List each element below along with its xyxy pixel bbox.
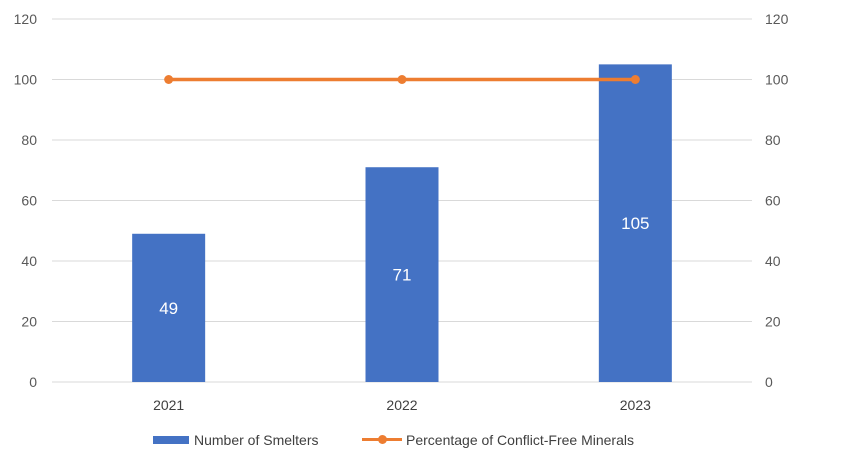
bar (132, 233, 206, 382)
left-axis-tick-label: 120 (14, 11, 38, 27)
bar-series: 49 71 105 (132, 64, 672, 382)
legend-label-smelters: Number of Smelters (194, 432, 319, 448)
category-label: 2022 (386, 397, 417, 413)
left-axis-ticks: 0 20 40 60 80 100 120 (14, 11, 38, 390)
right-axis-tick-label: 80 (765, 132, 781, 148)
right-axis-tick-label: 100 (765, 72, 789, 88)
legend-label-conflict-free: Percentage of Conflict-Free Minerals (406, 432, 634, 448)
left-axis-tick-label: 80 (21, 132, 37, 148)
legend-swatch-line (362, 429, 402, 451)
left-axis-tick-label: 40 (21, 253, 37, 269)
left-axis-tick-label: 60 (21, 193, 37, 209)
right-axis-tick-label: 0 (765, 374, 773, 390)
left-axis-tick-label: 0 (29, 374, 37, 390)
line-point (397, 75, 407, 84)
bar (598, 64, 672, 382)
category-label: 2021 (153, 397, 184, 413)
category-axis-labels: 2021 2022 2023 (153, 397, 651, 413)
legend-item-smelters: Number of Smelters (153, 429, 318, 451)
bar-data-label: 49 (159, 299, 178, 318)
legend-swatch-bar (153, 436, 189, 444)
legend: Number of Smelters Percentage of Conflic… (0, 429, 852, 451)
category-label: 2023 (620, 397, 651, 413)
bar-data-label: 105 (621, 214, 649, 233)
bar-data-label: 71 (393, 266, 412, 285)
left-axis-tick-label: 20 (21, 314, 37, 330)
right-axis-ticks: 0 20 40 60 80 100 120 (765, 11, 789, 390)
bar (365, 167, 439, 382)
right-axis-tick-label: 40 (765, 253, 781, 269)
right-axis-tick-label: 60 (765, 193, 781, 209)
line-point (164, 75, 174, 84)
legend-item-conflict-free: Percentage of Conflict-Free Minerals (362, 429, 634, 451)
right-axis-tick-label: 20 (765, 314, 781, 330)
line-series (164, 75, 640, 84)
left-axis-tick-label: 100 (14, 72, 38, 88)
line-point (630, 75, 640, 84)
right-axis-tick-label: 120 (765, 11, 789, 27)
